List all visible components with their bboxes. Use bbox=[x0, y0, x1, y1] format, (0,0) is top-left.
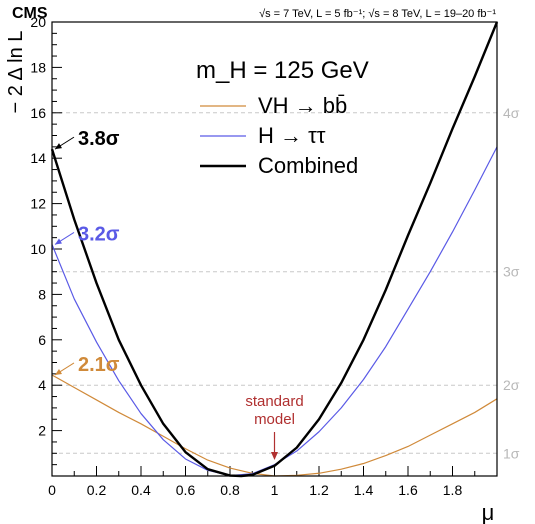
x-axis-label: μ bbox=[482, 500, 495, 524]
x-tick-label: 0 bbox=[48, 482, 56, 498]
x-tick-label: 1.6 bbox=[398, 482, 418, 498]
legend-entry-combined: Combined bbox=[258, 153, 358, 178]
standard-model-label-line1: standard bbox=[245, 393, 303, 410]
callout-htautau-arrowhead bbox=[55, 238, 62, 245]
x-tick-label: 0.8 bbox=[220, 482, 240, 498]
callout-vhbb-label: 2.1σ bbox=[78, 354, 120, 376]
y-tick-label: 2 bbox=[38, 423, 46, 439]
x-tick-label: 1 bbox=[271, 482, 279, 498]
y-tick-label: 20 bbox=[30, 14, 46, 30]
y-tick-label: 10 bbox=[30, 241, 46, 257]
experiment-label: CMS bbox=[12, 5, 48, 22]
y-tick-label: 12 bbox=[30, 196, 46, 212]
legend-title-text: m_H = 125 GeV bbox=[196, 57, 369, 84]
standard-model-arrowhead bbox=[271, 452, 278, 460]
callout-vhbb-arrowhead bbox=[55, 368, 62, 375]
plot-frame bbox=[51, 21, 498, 477]
x-tick-label: 1.2 bbox=[309, 482, 329, 498]
y-tick-label: 6 bbox=[38, 332, 46, 348]
legend-entry-htautau: H → ττ bbox=[258, 123, 326, 148]
y-tick-label: 14 bbox=[30, 150, 46, 166]
callout-combined-label: 3.8σ bbox=[78, 128, 120, 150]
legend-title: m_H = 125 GeV bbox=[196, 57, 369, 84]
callout-htautau-label: 3.2σ bbox=[78, 223, 120, 245]
y-tick-label: 16 bbox=[30, 105, 46, 121]
x-tick-label: 1.8 bbox=[443, 482, 463, 498]
legend: m_H = 125 GeV VH → bb̄ H → ττ Combined bbox=[196, 57, 369, 178]
significance-label-1: 1σ bbox=[503, 445, 520, 461]
y-tick-label: 4 bbox=[38, 377, 46, 393]
x-tick-label: 1.4 bbox=[354, 482, 374, 498]
x-tick-label: 0.4 bbox=[131, 482, 151, 498]
y-tick-label: 8 bbox=[38, 286, 46, 302]
energy-lumi-label: √s = 7 TeV, L = 5 fb⁻¹; √s = 8 TeV, L = … bbox=[259, 8, 496, 20]
y-axis-label: − 2 Δ ln L bbox=[5, 31, 27, 114]
y-tick-label: 18 bbox=[30, 59, 46, 75]
curve-combined bbox=[50, 21, 499, 478]
axis-ticks: 0 0.2 0.4 0.6 0.8 1 1.2 1.4 1.6 1.8 2 4 6 8 10 12 14 16 18… bbox=[30, 14, 498, 498]
significance-label-4: 4σ bbox=[503, 105, 520, 121]
significance-label-2: 2σ bbox=[503, 377, 520, 393]
significance-label-3: 3σ bbox=[503, 264, 520, 280]
significance-callouts: 2.1σ 3.2σ 3.8σ bbox=[54, 128, 120, 376]
standard-model-annotation: standard model bbox=[245, 393, 304, 460]
standard-model-label-line2: model bbox=[254, 411, 295, 428]
callout-combined-arrowhead bbox=[55, 143, 62, 150]
x-tick-label: 0.6 bbox=[176, 482, 196, 498]
significance-lines: 1σ 2σ 3σ 4σ bbox=[52, 105, 520, 461]
legend-entry-vhbb: VH → bb̄ bbox=[258, 93, 347, 118]
x-tick-label: 0.2 bbox=[87, 482, 107, 498]
